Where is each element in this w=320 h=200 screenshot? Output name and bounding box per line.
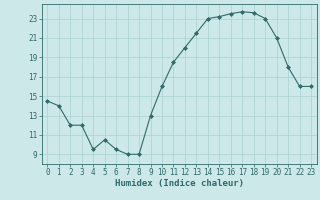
- X-axis label: Humidex (Indice chaleur): Humidex (Indice chaleur): [115, 179, 244, 188]
